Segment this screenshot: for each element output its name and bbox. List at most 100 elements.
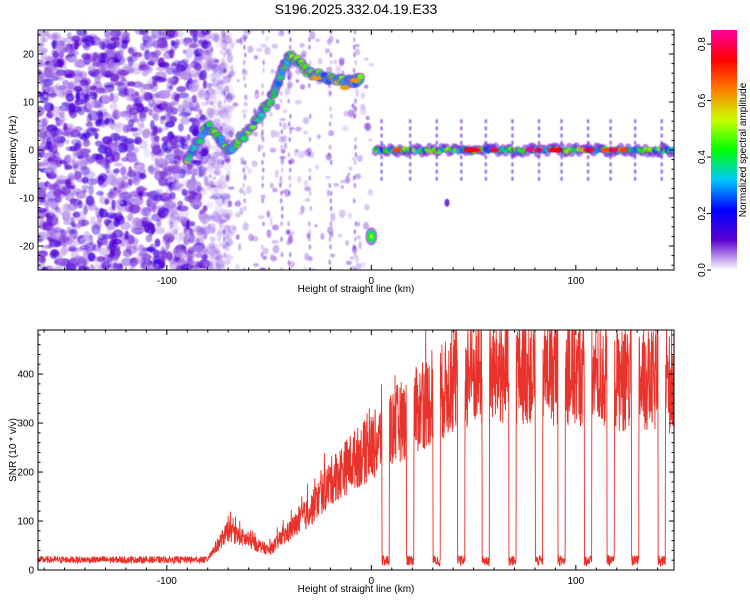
noise-blob [138, 138, 148, 150]
vertical-streak [330, 159, 333, 165]
vertical-streak [353, 229, 356, 235]
vertical-streak [352, 175, 356, 181]
noise-speck [303, 265, 307, 270]
noise-speck [304, 186, 312, 192]
noise-speck [266, 210, 271, 218]
zero-line-spike [380, 176, 383, 181]
noise-blob [98, 247, 109, 256]
zero-line-spike [609, 162, 612, 167]
noise-speck [237, 243, 242, 251]
noise-blob [186, 134, 191, 141]
noise-speck [359, 261, 366, 268]
noise-blob [189, 221, 196, 227]
noise-blob [77, 132, 87, 139]
noise-blob [91, 224, 101, 235]
zero-line-spike [484, 162, 488, 167]
vertical-streak [243, 206, 247, 212]
noise-blob [166, 81, 174, 93]
noise-speck [260, 43, 267, 48]
noise-speck [343, 110, 351, 117]
noise-blob [38, 106, 45, 117]
noise-blob [184, 47, 194, 59]
noise-blob [218, 80, 226, 85]
zero-line-spike [586, 140, 590, 145]
vertical-streak [329, 206, 333, 212]
noise-blob [127, 191, 138, 196]
noise-blob [131, 228, 144, 234]
vertical-streak [242, 60, 246, 66]
noise-blob [192, 47, 204, 53]
noise-blob [60, 246, 67, 256]
noise-speck [299, 84, 306, 90]
noise-speck [235, 38, 241, 44]
noise-blob [54, 36, 67, 45]
noise-speck [307, 255, 313, 262]
noise-speck [240, 156, 245, 165]
noise-blob [118, 192, 130, 200]
noise-blob [83, 205, 88, 215]
zero-line-spike [435, 133, 439, 138]
zero-line-spike [560, 155, 563, 160]
spectrogram-x-ticks: -100 0 100 [43, 30, 659, 287]
vertical-streak [353, 37, 356, 43]
zero-line-spike [660, 119, 664, 124]
noise-blob [181, 188, 188, 196]
zero-line-spike [560, 176, 563, 181]
noise-blob [132, 177, 139, 184]
vertical-streak [280, 252, 284, 258]
noise-blob [224, 130, 234, 139]
noise-blob [88, 110, 99, 121]
noise-blob [179, 231, 186, 240]
zero-line-spike [484, 147, 488, 153]
noise-blob [55, 132, 61, 142]
zero-line-spike [460, 176, 463, 181]
noise-blob [190, 199, 203, 209]
noise-speck [337, 233, 343, 238]
noise-blob [79, 71, 88, 79]
noise-speck [345, 240, 349, 246]
noise-blob [125, 151, 137, 163]
noise-blob [92, 61, 100, 67]
noise-speck [338, 57, 345, 65]
noise-speck [317, 58, 323, 65]
noise-blob [60, 85, 69, 96]
figure-title: S196.2025.332.04.19.E33 [275, 1, 438, 17]
noise-blob [112, 110, 119, 120]
noise-blob [45, 141, 52, 149]
noise-blob [148, 164, 155, 175]
noise-blob [170, 40, 176, 46]
vertical-streak [329, 244, 332, 250]
noise-blob [92, 265, 105, 270]
noise-blob [176, 86, 187, 93]
vertical-streak [242, 183, 245, 189]
noise-blob [203, 186, 208, 196]
noise-blob [50, 250, 59, 258]
vertical-streak [262, 221, 265, 227]
noise-blob [106, 174, 116, 186]
noise-speck [340, 179, 347, 184]
noise-blob [205, 259, 214, 269]
noise-blob [222, 209, 234, 218]
track-core [357, 73, 364, 80]
noise-speck [345, 175, 351, 184]
noise-speck [206, 181, 212, 191]
noise-blob [188, 259, 196, 266]
noise-blob [103, 180, 109, 187]
noise-blob [53, 265, 64, 270]
vertical-streak [308, 136, 312, 142]
noise-blob [84, 95, 89, 102]
noise-blob [173, 145, 180, 154]
noise-blob [60, 43, 72, 53]
vertical-streak [279, 121, 282, 127]
noise-blob [109, 30, 122, 38]
noise-blob [74, 101, 80, 112]
noise-blob [58, 111, 65, 119]
noise-speck [236, 78, 240, 83]
noise-speck [320, 233, 325, 240]
noise-blob [63, 220, 73, 226]
noise-blob [151, 30, 162, 39]
noise-blob [113, 217, 120, 228]
noise-speck [207, 223, 211, 228]
noise-blob [41, 122, 47, 132]
zero-line-spike [560, 119, 563, 124]
